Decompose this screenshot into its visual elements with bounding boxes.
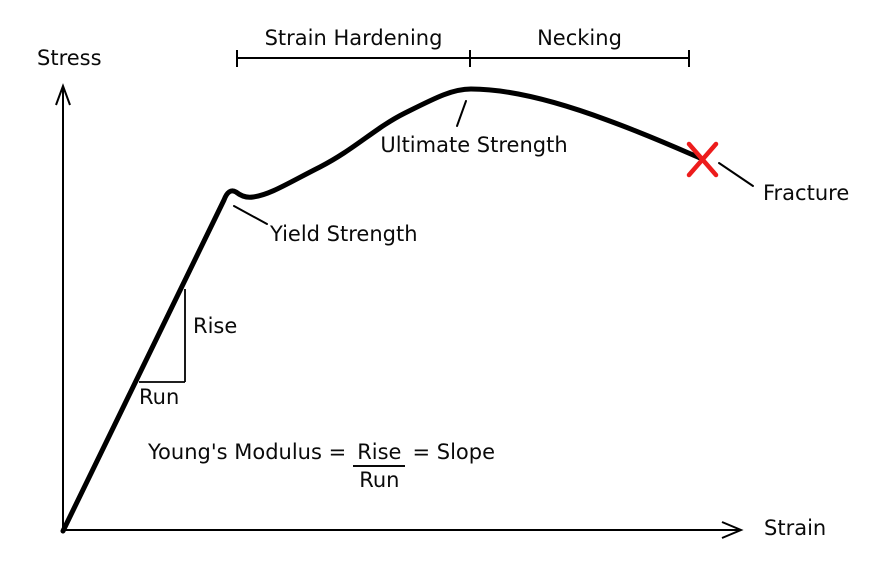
ultimate-strength-label: Ultimate Strength [380, 133, 568, 157]
formula-numerator: Rise [353, 441, 406, 467]
fracture-label: Fracture [763, 181, 850, 205]
region-label-necking: Necking [537, 26, 622, 50]
stress-strain-curve [60, 86, 703, 534]
x-axis [63, 521, 744, 539]
yield-strength-label: Yield Strength [270, 222, 418, 246]
formula-fraction: Rise Run [353, 441, 406, 492]
x-axis-arrowhead-icon [721, 521, 744, 539]
region-label-strain-hardening: Strain Hardening [264, 26, 443, 50]
ultimate-leader-line [456, 100, 467, 127]
fracture-x-stroke-2 [686, 141, 719, 178]
fracture-leader-line [718, 162, 754, 187]
rise-label: Rise [193, 314, 238, 338]
formula-lhs: Young's Modulus = [148, 440, 347, 464]
x-axis-label: Strain [764, 516, 827, 540]
y-axis-arrowhead-icon [55, 83, 71, 106]
formula-denominator: Run [359, 468, 400, 492]
y-axis [55, 83, 71, 531]
region-bracket [236, 50, 690, 67]
run-label: Run [139, 385, 180, 409]
slope-triangle [139, 289, 186, 383]
y-axis-label: Stress [37, 46, 102, 70]
youngs-modulus-formula: Young's Modulus = Rise Run = Slope [148, 441, 495, 492]
formula-rhs: = Slope [412, 440, 496, 464]
yield-leader-line [233, 205, 268, 225]
fracture-x-icon [686, 141, 719, 178]
